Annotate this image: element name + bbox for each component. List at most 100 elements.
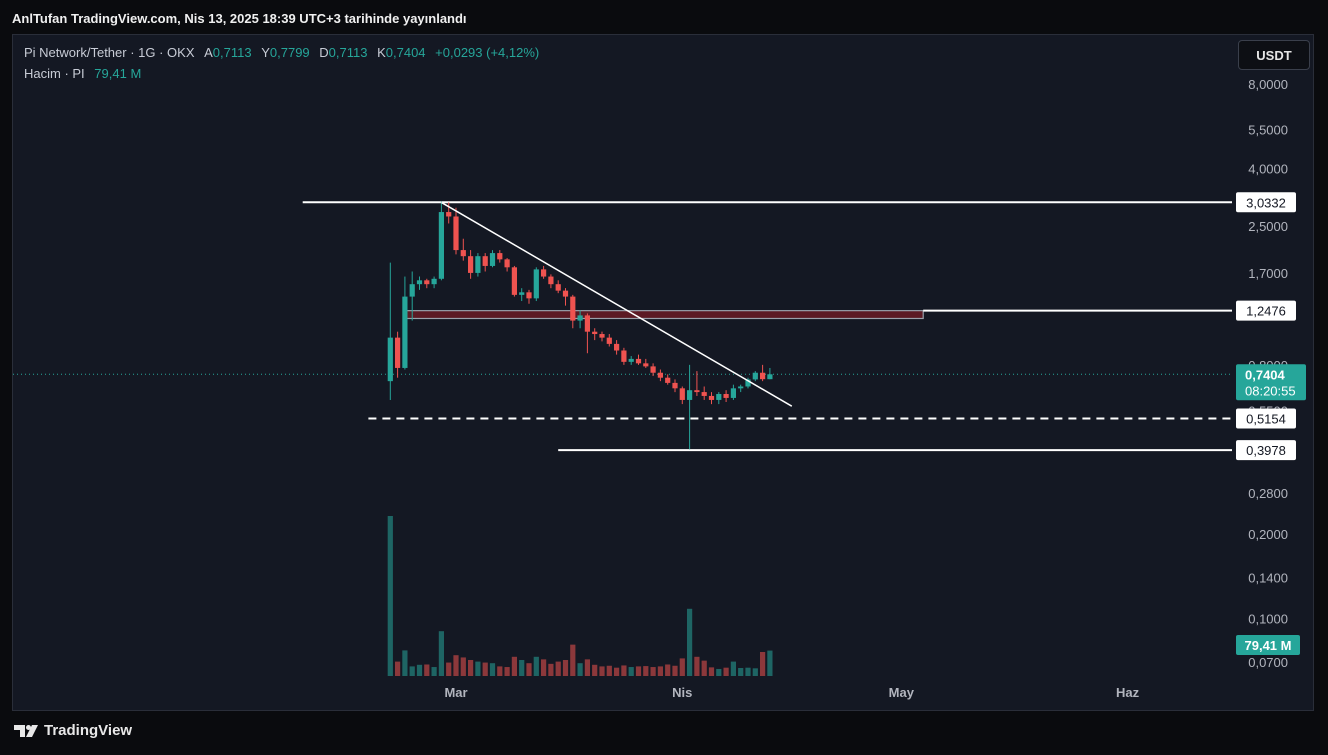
volume-bar	[760, 652, 766, 676]
volume-value: 79,41 M	[94, 66, 142, 81]
x-tick-label: Nis	[672, 685, 692, 700]
y-tick-label: 0,0700	[1248, 655, 1288, 670]
volume-badge-bg	[1236, 635, 1300, 655]
candle	[760, 364, 766, 382]
candle-body	[621, 350, 627, 362]
volume-bar	[657, 666, 663, 676]
volume-bar	[716, 668, 722, 676]
candle	[533, 267, 539, 302]
change-value: +0,0293 (+4,12%)	[435, 45, 540, 60]
candle-body	[489, 253, 496, 266]
candle-body	[584, 315, 590, 332]
candle	[606, 334, 612, 347]
candle	[745, 377, 751, 389]
volume-bar	[460, 657, 466, 676]
candle	[687, 364, 693, 450]
volume-bar	[570, 644, 576, 676]
y-tick-label: 0,2000	[1248, 527, 1288, 542]
volume-bar	[650, 667, 656, 676]
volume-bar	[489, 663, 496, 676]
volume-bar	[533, 656, 539, 676]
volume-bar	[738, 668, 744, 676]
volume-bar	[555, 661, 561, 676]
volume-bar	[635, 666, 642, 676]
volume-bar	[592, 664, 598, 676]
candle	[519, 288, 525, 302]
publish-info: AnlTufan TradingView.com, Nis 13, 2025 1…	[12, 11, 467, 26]
candle	[599, 331, 605, 342]
y-tick-label: 2,5000	[1248, 219, 1288, 234]
symbol-name: Pi Network/Tether · 1G · OKX	[24, 45, 195, 60]
currency-button[interactable]: USDT	[1238, 40, 1310, 70]
candle-body	[694, 390, 700, 393]
candle	[694, 371, 700, 396]
x-tick-label: Haz	[1116, 685, 1140, 700]
candle-body	[738, 386, 744, 389]
high-key: Y	[261, 45, 270, 60]
candle-body	[548, 276, 554, 285]
volume-bar	[453, 655, 459, 676]
close-key: K	[377, 45, 386, 60]
volume-bar	[475, 661, 481, 676]
candle-body	[533, 269, 539, 299]
candle-body	[395, 337, 401, 368]
open-value: 0,7113	[212, 45, 252, 60]
countdown-text: 08:20:55	[1245, 383, 1296, 398]
candle	[701, 386, 707, 400]
candle-body	[599, 334, 605, 338]
candle-body	[468, 256, 474, 273]
candle-body	[745, 379, 751, 387]
volume-bar	[723, 667, 729, 676]
candle-body	[708, 395, 715, 400]
candle-body	[635, 358, 642, 364]
candle-body	[716, 393, 722, 400]
volume-bar	[526, 663, 532, 676]
high-value: 0,7799	[269, 45, 310, 60]
volume-bar	[416, 664, 423, 676]
candle	[431, 276, 437, 289]
candle-body	[402, 296, 408, 368]
candle	[650, 363, 656, 377]
candle-body	[446, 212, 452, 217]
volume-bar	[599, 666, 605, 676]
candle-body	[577, 315, 583, 321]
volume-bar	[438, 631, 444, 676]
candle-body	[657, 372, 663, 378]
candle	[716, 392, 722, 405]
volume-bar	[402, 650, 408, 676]
last-price-bg	[1236, 364, 1306, 401]
low-key: D	[319, 45, 329, 60]
candle	[635, 354, 642, 365]
candle	[570, 294, 576, 329]
volume-bar	[621, 665, 627, 676]
level-price-label: 1,2476	[1236, 300, 1296, 321]
tradingview-logo[interactable]: TradingView	[14, 722, 132, 739]
volume-bar	[694, 656, 700, 676]
candle	[767, 367, 773, 380]
volume-bar	[424, 664, 430, 676]
y-tick-label: 0,1400	[1248, 570, 1288, 585]
x-tick-label: Mar	[444, 685, 467, 700]
candle-body	[643, 363, 649, 367]
y-tick-label: 0,1000	[1248, 611, 1288, 626]
candle	[577, 310, 583, 329]
level-price-label: 3,0332	[1236, 192, 1296, 213]
downtrend-line	[441, 201, 793, 407]
volume-bar	[504, 667, 510, 676]
volume-bar	[687, 608, 693, 676]
candle	[409, 271, 415, 321]
candle-body	[511, 267, 517, 295]
candle-body	[504, 259, 510, 268]
open-key: A	[204, 45, 213, 60]
level-label-bg	[1236, 408, 1296, 429]
candle-body	[475, 256, 481, 273]
candle-body	[453, 216, 459, 251]
y-tick-label: 8,0000	[1248, 77, 1288, 92]
candle-body	[541, 269, 547, 277]
volume-bar	[497, 666, 503, 676]
level-label-text: 0,5154	[1246, 411, 1286, 426]
x-tick-label: May	[889, 685, 915, 700]
volume-bar	[577, 663, 583, 676]
